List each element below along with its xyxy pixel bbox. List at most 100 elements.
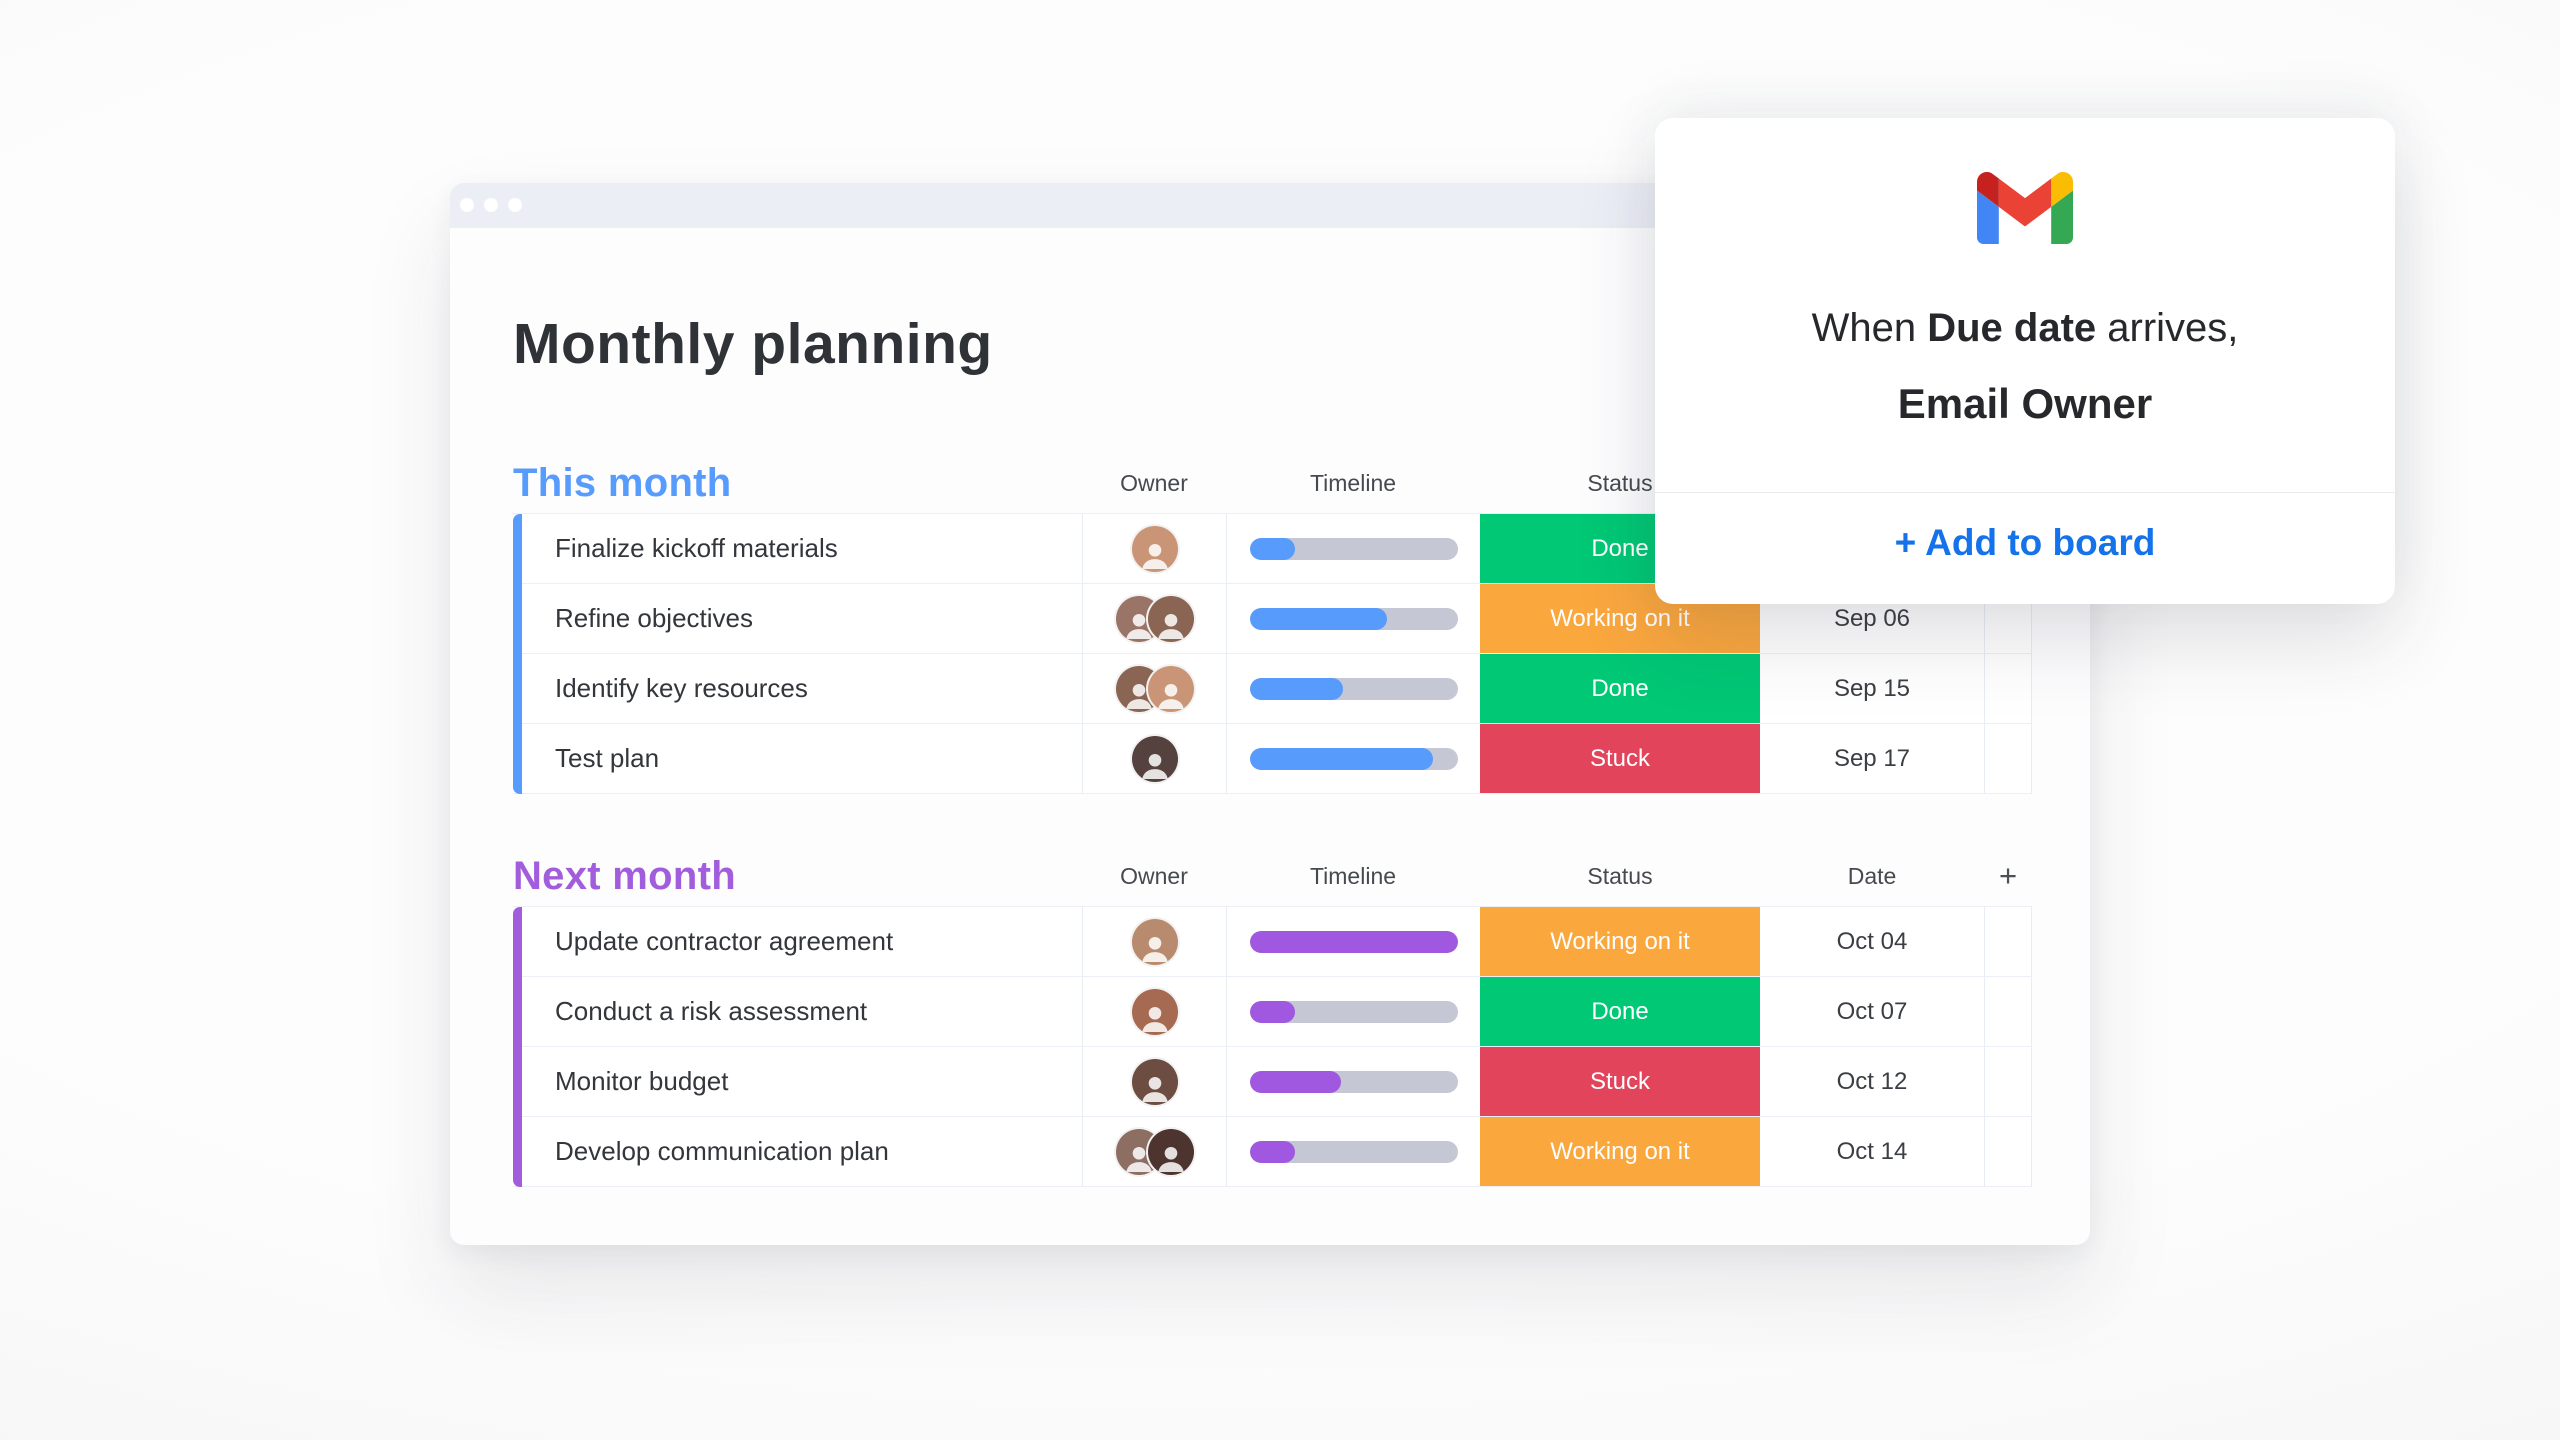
automation-card: When Due date arrives, Email Owner + Add…: [1655, 118, 2395, 604]
owner-cell[interactable]: [1082, 977, 1226, 1046]
date-cell[interactable]: Sep 17: [1833, 744, 1911, 772]
timeline-fill: [1249, 747, 1433, 770]
timeline-fill: [1249, 1070, 1342, 1093]
status-badge[interactable]: Done: [1480, 654, 1760, 723]
table-row[interactable]: Test plan Stuck Sep 17: [513, 724, 2032, 794]
task-name[interactable]: Refine objectives: [555, 603, 753, 633]
add-to-board-button[interactable]: + Add to board: [1894, 522, 2156, 563]
date-cell[interactable]: Oct 12: [1836, 1067, 1908, 1095]
column-header-owner[interactable]: Owner: [1120, 862, 1188, 889]
timeline-cell[interactable]: [1226, 1047, 1480, 1116]
avatar: [1147, 595, 1194, 642]
timeline-cell[interactable]: [1226, 977, 1480, 1046]
add-cell: [1984, 1047, 2032, 1116]
avatar: [1131, 525, 1178, 572]
avatar: [1131, 1058, 1178, 1105]
timeline-bar: [1249, 607, 1458, 630]
add-cell: [1984, 977, 2032, 1046]
avatar: [1131, 988, 1178, 1035]
timeline-bar: [1249, 1000, 1458, 1023]
add-cell: [1984, 584, 2032, 653]
date-cell[interactable]: Sep 06: [1833, 604, 1911, 632]
date-cell[interactable]: Oct 14: [1836, 1137, 1908, 1165]
card-divider: [1655, 492, 2395, 493]
avatar: [1147, 665, 1194, 712]
task-name[interactable]: Test plan: [555, 743, 660, 773]
task-name[interactable]: Monitor budget: [555, 1066, 729, 1096]
group-color-bar: [513, 907, 522, 1187]
column-header-status[interactable]: Status: [1587, 469, 1653, 496]
group-color-bar: [513, 514, 522, 794]
group-header-row: Next month Owner Timeline Status Date +: [513, 846, 2032, 906]
status-badge[interactable]: Working on it: [1480, 907, 1760, 976]
task-name[interactable]: Update contractor agreement: [555, 926, 894, 956]
table-row[interactable]: Update contractor agreement Working on i…: [513, 907, 2032, 977]
table-row[interactable]: Conduct a risk assessment Done Oct 07: [513, 977, 2032, 1047]
timeline-fill: [1249, 930, 1458, 953]
gmail-icon: [1977, 172, 2073, 244]
timeline-fill: [1249, 1140, 1296, 1163]
owner-cell[interactable]: [1082, 907, 1226, 976]
timeline-bar: [1249, 1140, 1458, 1163]
task-name[interactable]: Finalize kickoff materials: [555, 533, 838, 563]
status-badge[interactable]: Working on it: [1480, 1117, 1760, 1186]
add-cell: [1984, 724, 2032, 793]
column-header-owner[interactable]: Owner: [1120, 469, 1188, 496]
timeline-cell[interactable]: [1226, 514, 1480, 583]
timeline-bar: [1249, 537, 1458, 560]
table-row[interactable]: Identify key resources Done Sep 15: [513, 654, 2032, 724]
column-header-status[interactable]: Status: [1587, 862, 1653, 889]
timeline-bar: [1249, 930, 1458, 953]
timeline-bar: [1249, 747, 1458, 770]
column-header-timeline[interactable]: Timeline: [1309, 862, 1397, 889]
date-cell[interactable]: Sep 15: [1833, 674, 1911, 702]
timeline-bar: [1249, 1070, 1458, 1093]
automation-recipe-line1: When Due date arrives,: [1811, 306, 2239, 350]
task-name[interactable]: Develop communication plan: [555, 1136, 889, 1166]
avatar: [1131, 735, 1178, 782]
window-dot-icon[interactable]: [484, 198, 498, 212]
timeline-fill: [1249, 1000, 1296, 1023]
add-column-button[interactable]: +: [1998, 858, 2018, 893]
task-name[interactable]: Identify key resources: [555, 673, 808, 703]
status-badge[interactable]: Done: [1480, 977, 1760, 1046]
column-header-timeline[interactable]: Timeline: [1309, 469, 1397, 496]
date-cell[interactable]: Oct 04: [1836, 927, 1908, 955]
avatar: [1131, 918, 1178, 965]
timeline-fill: [1249, 677, 1344, 700]
group-title[interactable]: Next month: [513, 853, 736, 898]
add-cell: [1984, 654, 2032, 723]
add-cell: [1984, 907, 2032, 976]
owner-cell[interactable]: [1082, 724, 1226, 793]
add-cell: [1984, 1117, 2032, 1186]
timeline-cell[interactable]: [1226, 584, 1480, 653]
table-row[interactable]: Monitor budget Stuck Oct 12: [513, 1047, 2032, 1117]
group-next-month: Next month Owner Timeline Status Date + …: [513, 846, 2032, 1187]
timeline-cell[interactable]: [1226, 907, 1480, 976]
owner-cell[interactable]: [1082, 654, 1226, 723]
automation-recipe-line2: Email Owner: [1897, 380, 2153, 427]
timeline-cell[interactable]: [1226, 654, 1480, 723]
owner-cell[interactable]: [1082, 1047, 1226, 1116]
table-row[interactable]: Develop communication plan Working on it…: [513, 1117, 2032, 1187]
owner-cell[interactable]: [1082, 514, 1226, 583]
date-cell[interactable]: Oct 07: [1836, 997, 1908, 1025]
status-badge[interactable]: Stuck: [1480, 1047, 1760, 1116]
status-badge[interactable]: Stuck: [1480, 724, 1760, 793]
owner-cell[interactable]: [1082, 584, 1226, 653]
timeline-fill: [1249, 537, 1296, 560]
page-title: Monthly planning: [513, 312, 993, 376]
owner-cell[interactable]: [1082, 1117, 1226, 1186]
window-dot-icon[interactable]: [508, 198, 522, 212]
window-dot-icon[interactable]: [460, 198, 474, 212]
avatar: [1147, 1128, 1194, 1175]
timeline-cell[interactable]: [1226, 1117, 1480, 1186]
group-title[interactable]: This month: [513, 460, 732, 505]
column-header-date[interactable]: Date: [1847, 862, 1897, 889]
timeline-cell[interactable]: [1226, 724, 1480, 793]
task-name[interactable]: Conduct a risk assessment: [555, 996, 868, 1026]
timeline-fill: [1249, 607, 1387, 630]
group-table: Update contractor agreement Working on i…: [513, 906, 2032, 1187]
timeline-bar: [1249, 677, 1458, 700]
group-this-month: This month Owner Timeline Status Date + …: [513, 453, 2032, 794]
